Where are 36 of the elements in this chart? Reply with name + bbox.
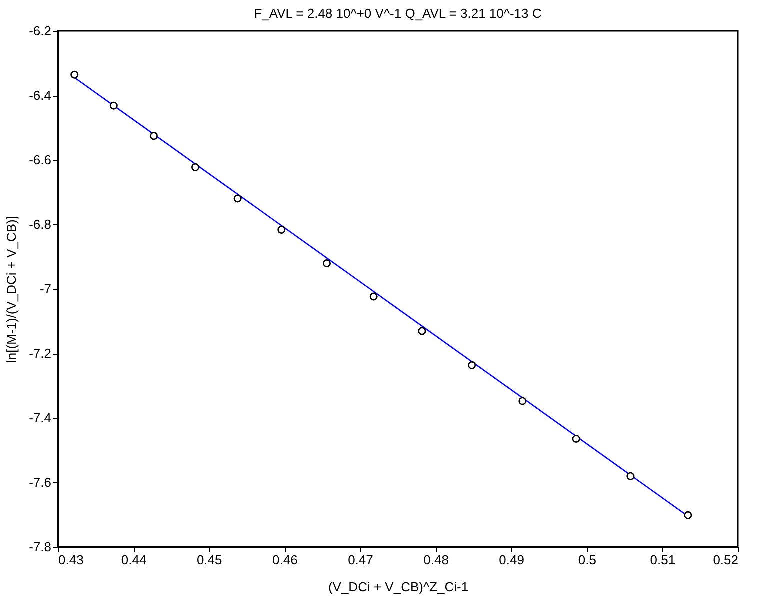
point <box>684 511 692 520</box>
y-tick-label: -7.8 <box>29 540 52 554</box>
x-tick-label: 0.43 <box>58 552 84 568</box>
x-tick-label: 0.5 <box>578 552 596 568</box>
x-tick-label: 0.51 <box>650 552 676 568</box>
y-tick-label: -6.4 <box>29 88 52 103</box>
y-tick-label: -7.6 <box>29 475 52 490</box>
point <box>110 102 118 110</box>
y-axis-title: ln[(M-1)/(V_DCi + V_CB)] <box>4 216 20 363</box>
x-tick-label: 0.46 <box>272 552 298 568</box>
x-tick-label: 0.48 <box>424 552 449 568</box>
point <box>234 194 242 203</box>
x-axis-title: (V_DCi + V_CB)^Z_Ci-1 <box>328 580 469 594</box>
y-tick-label: -6.6 <box>29 152 52 168</box>
y-tick-label: -7.2 <box>29 346 52 361</box>
x-tick-label: 0.52 <box>713 552 738 568</box>
point <box>518 397 527 406</box>
point <box>418 327 426 336</box>
y-tick-label: -6.2 <box>29 24 52 38</box>
chart-title: F_AVL = 2.48 10^+0 V^-1 Q_AVL = 3.21 10^-13 C <box>254 6 542 21</box>
point <box>70 70 79 79</box>
x-tick-label: 0.44 <box>121 552 147 568</box>
point <box>192 163 200 172</box>
point <box>572 434 580 443</box>
point <box>468 361 476 370</box>
point <box>322 260 331 268</box>
x-tick-label: 0.45 <box>196 552 222 568</box>
point <box>278 226 286 234</box>
point <box>626 472 635 480</box>
y-tick-label: -7 <box>40 282 52 296</box>
y-tick-label: -7.4 <box>29 410 52 426</box>
y-tick-label: -6.8 <box>29 217 52 232</box>
point <box>150 132 158 140</box>
x-tick-label: 0.49 <box>499 552 524 568</box>
x-tick-label: 0.47 <box>348 552 374 568</box>
point <box>370 292 378 301</box>
